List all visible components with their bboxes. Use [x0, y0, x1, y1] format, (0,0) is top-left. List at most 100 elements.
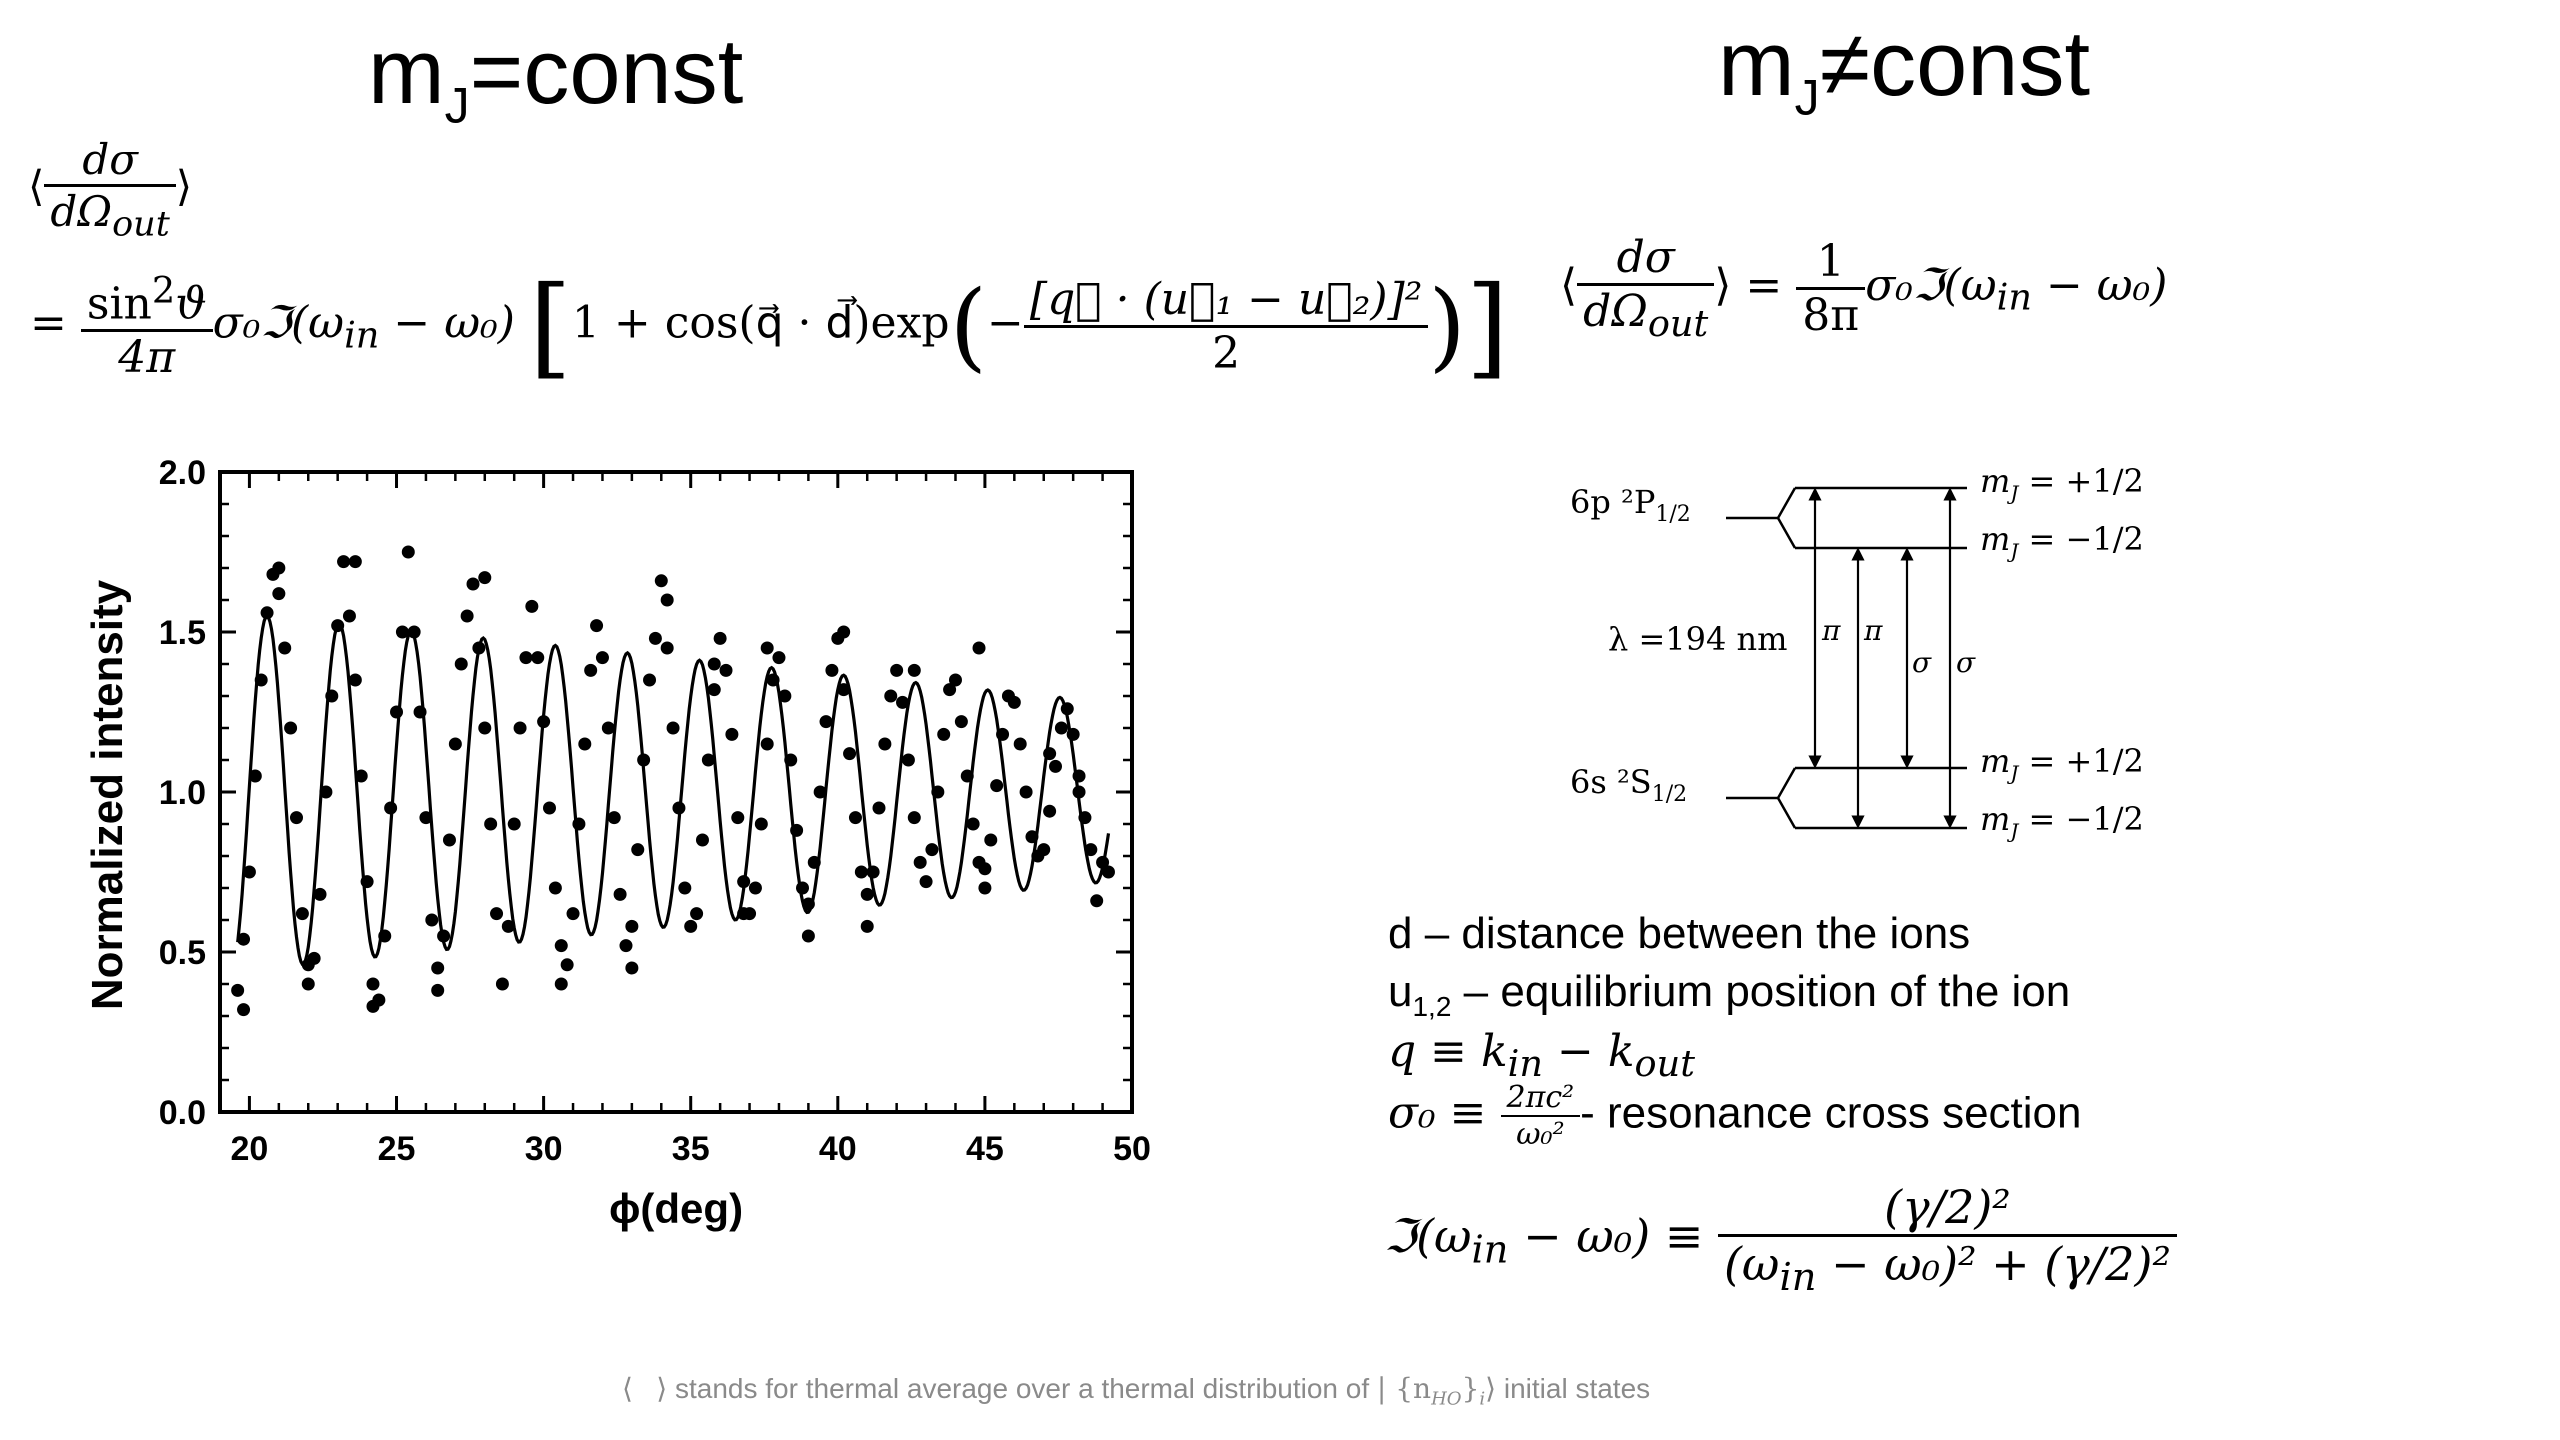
data-point: [1078, 811, 1092, 825]
data-point: [907, 663, 921, 677]
data-point: [289, 811, 303, 825]
data-point: [1101, 865, 1115, 879]
sigma-label-2: σ: [1956, 646, 1976, 679]
data-point: [837, 625, 851, 639]
data-point: [907, 811, 921, 825]
data-point: [254, 673, 268, 687]
data-point: [1066, 727, 1080, 741]
data-point: [601, 721, 615, 735]
data-point: [384, 801, 398, 815]
data-point: [801, 897, 815, 911]
data-point: [572, 817, 586, 831]
data-point: [460, 609, 474, 623]
data-point: [1072, 769, 1086, 783]
data-point: [431, 961, 445, 975]
data-point: [584, 663, 598, 677]
lower-state-label: 6s ²S1/2: [1570, 763, 1687, 807]
data-point: [413, 705, 427, 719]
data-point: [248, 769, 262, 783]
fit-curve: [236, 613, 1111, 966]
data-point: [637, 753, 651, 767]
data-point: [301, 977, 315, 991]
x-tick-label: 30: [525, 1130, 563, 1168]
wavelength-label: λ =194 nm: [1608, 620, 1787, 658]
data-point: [1019, 785, 1033, 799]
data-point: [519, 651, 533, 665]
data-point: [348, 555, 362, 569]
pi-label-1: π: [1821, 614, 1841, 647]
data-point: [360, 875, 374, 889]
data-point: [319, 785, 333, 799]
data-point: [972, 641, 986, 655]
data-point: [648, 631, 662, 645]
data-point: [307, 951, 321, 965]
data-point: [1090, 894, 1104, 908]
data-point: [566, 907, 580, 921]
data-point: [390, 705, 404, 719]
data-point: [884, 689, 898, 703]
data-point: [843, 747, 857, 761]
data-point: [590, 619, 604, 633]
left-formula-rhs: = sin2ϑ 4π σ₀ℑ(ωin − ω₀) [1 + cos(q⃗ · d…: [30, 262, 1509, 390]
data-point: [448, 737, 462, 751]
definition-sigma: σ₀ ≡ 2πc² ω₀² - resonance cross section: [1388, 1080, 2082, 1152]
data-point: [1072, 785, 1086, 799]
data-point: [1084, 843, 1098, 857]
data-point: [366, 977, 380, 991]
data-point: [607, 811, 621, 825]
data-point: [425, 913, 439, 927]
data-point: [495, 977, 509, 991]
data-point: [272, 561, 286, 575]
data-point: [1060, 702, 1074, 716]
data-point: [525, 599, 539, 613]
data-point: [766, 673, 780, 687]
data-point: [990, 779, 1004, 793]
data-point: [725, 727, 739, 741]
data-point: [866, 865, 880, 879]
data-point: [542, 801, 556, 815]
data-point: [395, 625, 409, 639]
data-point: [695, 833, 709, 847]
data-point: [713, 631, 727, 645]
m-upper-plus: mJ = +1/2: [1980, 462, 2144, 505]
data-point: [378, 929, 392, 943]
m-lower-plus: mJ = +1/2: [1980, 742, 2144, 785]
data-point: [337, 555, 351, 569]
data-point: [660, 593, 674, 607]
y-tick-label: 1.5: [159, 614, 206, 652]
data-point: [631, 843, 645, 857]
data-point: [1054, 721, 1068, 735]
data-point: [454, 657, 468, 671]
data-point: [537, 715, 551, 729]
data-point: [819, 715, 833, 729]
data-point: [272, 587, 286, 601]
x-tick-label: 35: [672, 1130, 710, 1168]
data-point: [772, 651, 786, 665]
data-point: [666, 721, 680, 735]
data-point: [613, 887, 627, 901]
left-formula-lhs: ⟨ dσ dΩout ⟩: [28, 135, 193, 245]
data-point: [737, 875, 751, 889]
data-point: [331, 619, 345, 633]
data-point: [237, 932, 251, 946]
intensity-chart: 20 25 30 35 40 45 50 0.0 0.5 1.0 1.5 2.0 Normalized…: [83, 454, 1151, 1232]
data-point: [731, 811, 745, 825]
data-point: [672, 801, 686, 815]
x-axis-label: ϕ(deg): [609, 1185, 743, 1232]
heading-mj-const: mJ=const: [368, 21, 744, 134]
data-point: [948, 673, 962, 687]
data-point: [966, 817, 980, 831]
data-point: [1007, 695, 1021, 709]
data-point: [1043, 747, 1057, 761]
data-point: [478, 721, 492, 735]
data-point: [684, 919, 698, 933]
data-point: [1013, 737, 1027, 751]
data-point: [878, 737, 892, 751]
data-point: [954, 715, 968, 729]
data-point: [643, 673, 657, 687]
pi-label-2: π: [1863, 614, 1883, 647]
y-tick-label: 2.0: [159, 454, 206, 492]
x-tick-label: 20: [231, 1130, 269, 1168]
data-point: [260, 606, 274, 620]
data-point: [872, 801, 886, 815]
